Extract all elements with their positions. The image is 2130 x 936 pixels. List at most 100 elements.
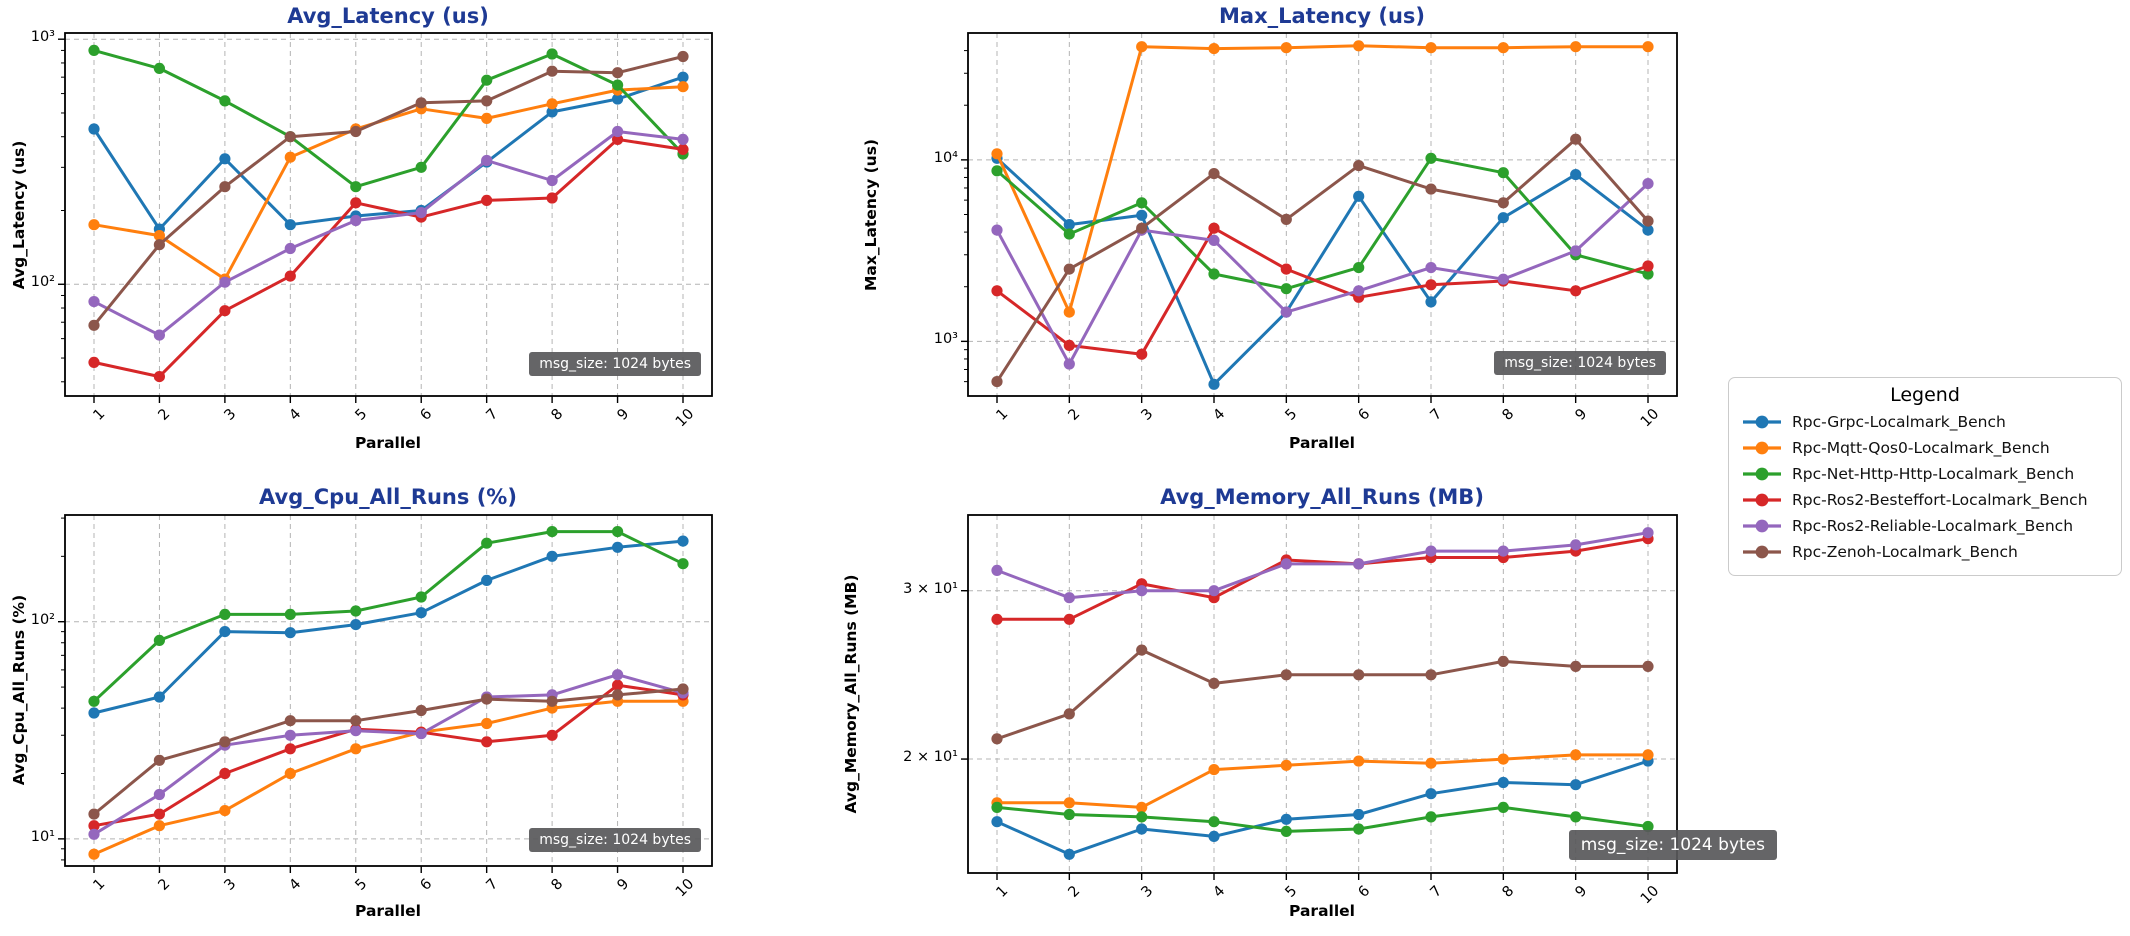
data-point: [284, 729, 296, 741]
data-point: [1570, 811, 1582, 823]
data-point: [612, 541, 624, 553]
data-point: [153, 329, 165, 341]
data-point: [219, 805, 231, 817]
data-point: [546, 65, 558, 77]
data-point: [1642, 224, 1654, 236]
data-point: [1136, 222, 1148, 234]
data-point: [219, 95, 231, 107]
data-point: [1497, 655, 1509, 668]
data-point: [1063, 708, 1075, 720]
annotation-msg-size-avg-latency: msg_size: 1024 bytes: [529, 352, 701, 376]
series-group-1: [991, 40, 1654, 390]
legend-box: Legend Rpc-Grpc-Localmark_Bench Rpc-Mqtt-…: [1728, 377, 2122, 576]
data-point: [1136, 801, 1148, 814]
data-point: [1063, 592, 1075, 604]
data-point: [88, 123, 100, 135]
data-point: [1570, 660, 1582, 673]
data-point: [1353, 755, 1365, 767]
data-point: [481, 537, 493, 549]
data-point: [1570, 539, 1582, 551]
data-point: [1063, 848, 1075, 860]
data-point: [1353, 190, 1365, 202]
data-point: [219, 608, 231, 621]
data-point: [1208, 816, 1220, 828]
data-point: [1208, 830, 1220, 843]
data-point: [1570, 41, 1582, 53]
series-line: [995, 44, 1648, 314]
data-point: [1642, 660, 1654, 673]
data-point: [1425, 279, 1437, 291]
data-point: [677, 683, 689, 695]
chart-title-max-latency: Max_Latency (us): [1219, 4, 1425, 28]
y-tick-label: 10²: [30, 274, 55, 291]
data-point: [1642, 260, 1654, 272]
legend-item: Rpc-Mqtt-Qos0-Localmark_Bench: [1741, 435, 2109, 461]
y-tick-label: 10⁴: [933, 149, 958, 166]
data-point: [481, 74, 493, 86]
data-point: [1642, 749, 1654, 761]
data-point: [1570, 133, 1582, 145]
data-point: [415, 161, 427, 173]
data-point: [1353, 160, 1365, 172]
data-point: [1353, 285, 1365, 297]
legend-item: Rpc-Grpc-Localmark_Bench: [1741, 409, 2109, 435]
data-point: [284, 131, 296, 143]
data-point: [1497, 212, 1509, 224]
data-point: [415, 207, 427, 219]
data-point: [1063, 808, 1075, 821]
data-point: [284, 627, 296, 639]
data-point: [1208, 168, 1220, 180]
data-point: [1425, 183, 1437, 195]
data-point: [1425, 811, 1437, 823]
data-point: [1280, 306, 1292, 318]
series-line: [997, 537, 1649, 621]
data-point: [481, 574, 493, 587]
data-point: [350, 725, 362, 737]
data-point: [350, 743, 362, 755]
data-point: [481, 717, 493, 730]
series-line: [93, 687, 684, 816]
data-point: [219, 181, 231, 193]
data-point: [88, 44, 100, 57]
data-point: [1063, 797, 1075, 809]
series-line: [92, 75, 684, 231]
data-point: [991, 613, 1003, 625]
data-point: [1063, 263, 1075, 275]
data-point: [677, 143, 689, 155]
legend-label: Rpc-Grpc-Localmark_Bench: [1792, 413, 2006, 431]
data-point: [612, 79, 624, 91]
data-point: [991, 376, 1003, 388]
legend-title: Legend: [1890, 384, 1960, 406]
legend-marker-icon: [1743, 493, 1781, 507]
data-point: [677, 535, 689, 547]
xlabel-avg-cpu: Parallel: [355, 902, 421, 920]
data-point: [415, 591, 427, 603]
data-point: [1063, 306, 1075, 318]
chart-title-avg-memory: Avg_Memory_All_Runs (MB): [1160, 485, 1484, 509]
data-point: [1353, 669, 1365, 681]
y-tick-label: 10³: [30, 29, 55, 46]
data-point: [481, 154, 493, 167]
data-point: [284, 242, 296, 255]
data-point: [481, 736, 493, 748]
xlabel-avg-memory: Parallel: [1289, 902, 1355, 920]
data-point: [677, 133, 689, 145]
series-line: [93, 539, 684, 715]
data-point: [1497, 197, 1509, 209]
data-point: [1425, 42, 1437, 54]
data-point: [1208, 268, 1220, 280]
data-point: [991, 285, 1003, 297]
data-point: [1136, 197, 1148, 209]
data-point: [481, 693, 493, 705]
data-point: [153, 634, 165, 647]
data-point: [1497, 42, 1509, 54]
data-point: [612, 679, 624, 691]
data-point: [991, 148, 1003, 160]
data-point: [88, 707, 100, 719]
data-point: [991, 733, 1003, 745]
series-group-0: [88, 44, 689, 383]
data-point: [1425, 545, 1437, 557]
data-point: [1136, 823, 1148, 835]
data-point: [481, 112, 493, 124]
